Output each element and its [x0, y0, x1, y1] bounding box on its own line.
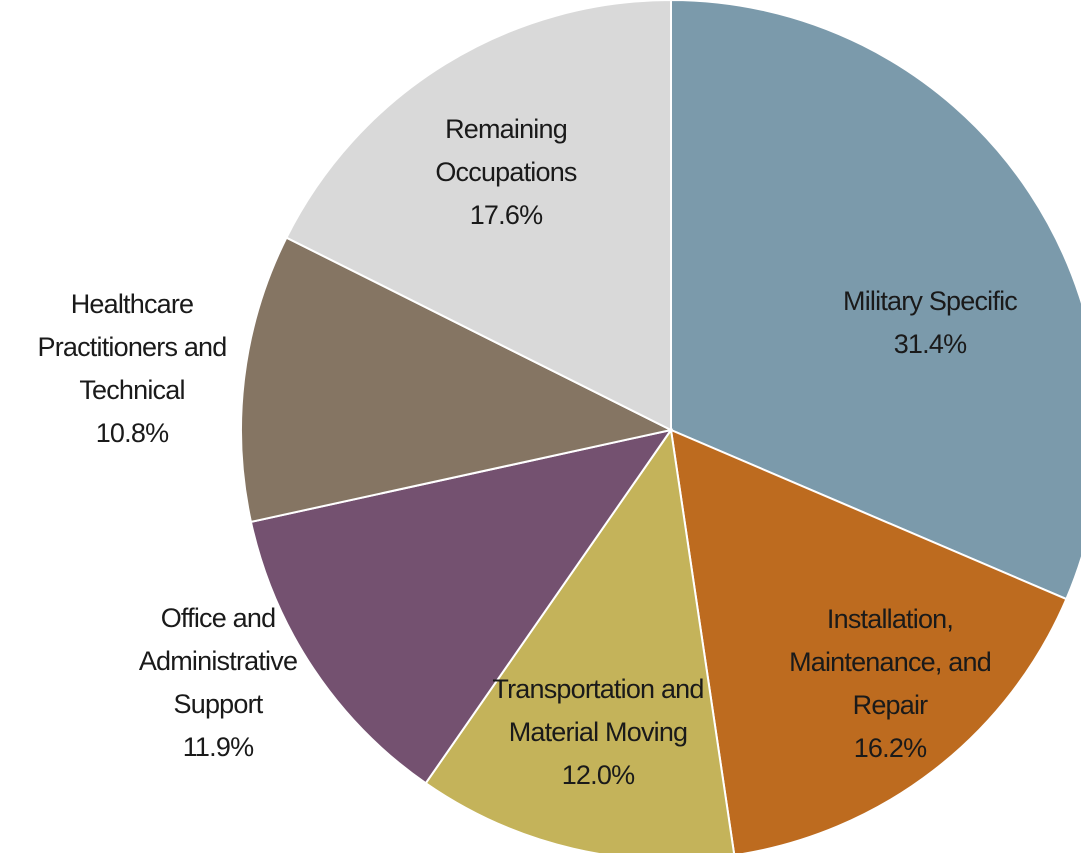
percent-label: 12.0% — [561, 760, 635, 790]
slice-label: Transportation and Material Moving 12.0% — [487, 668, 709, 797]
pie-slice — [240, 236, 674, 524]
pie-slice — [249, 428, 674, 785]
slice-label: Office and Administrative Support 11.9% — [118, 597, 318, 769]
slice-label: Installation, Maintenance, and Repair 16.… — [774, 598, 1006, 770]
percent-label: 16.2% — [853, 733, 927, 763]
slice-label: Military Specific 31.4% — [810, 280, 1050, 366]
pie-slice — [670, 0, 1081, 601]
slice-label: Healthcare Practitioners and Technical 10… — [25, 283, 240, 455]
percent-label: 10.8% — [95, 418, 169, 448]
category-name: Military Specific — [843, 286, 1018, 316]
category-name: Remaining Occupations — [435, 114, 577, 187]
pie-slice — [285, 0, 672, 432]
pie-slice — [669, 428, 1068, 853]
percent-label: 17.6% — [469, 200, 543, 230]
category-name: Healthcare Practitioners and Technical — [37, 289, 227, 405]
category-name: Transportation and Material Moving — [492, 674, 704, 747]
category-name: Installation, Maintenance, and Repair — [789, 604, 992, 720]
slice-label: Remaining Occupations 17.6% — [419, 108, 594, 237]
pie-slice — [424, 427, 735, 853]
percent-label: 31.4% — [893, 329, 967, 359]
percent-label: 11.9% — [182, 732, 254, 762]
category-name: Office and Administrative Support — [138, 603, 298, 719]
